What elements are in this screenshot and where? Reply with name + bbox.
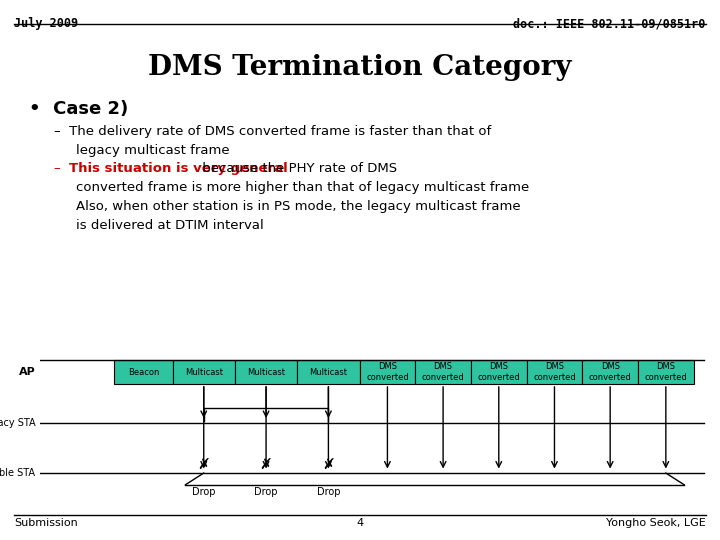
FancyBboxPatch shape bbox=[638, 360, 693, 384]
FancyBboxPatch shape bbox=[471, 360, 526, 384]
Text: 4: 4 bbox=[356, 518, 364, 529]
Text: July 2009: July 2009 bbox=[14, 17, 78, 30]
Text: converted frame is more higher than that of legacy multicast frame: converted frame is more higher than that… bbox=[76, 181, 529, 194]
Text: doc.: IEEE 802.11-09/0851r0: doc.: IEEE 802.11-09/0851r0 bbox=[513, 17, 706, 30]
FancyBboxPatch shape bbox=[526, 360, 582, 384]
Text: DMS
converted: DMS converted bbox=[533, 362, 576, 382]
Text: DMS
converted: DMS converted bbox=[477, 362, 520, 382]
Text: because the PHY rate of DMS: because the PHY rate of DMS bbox=[197, 162, 397, 175]
Text: Drop: Drop bbox=[192, 487, 215, 497]
Text: Legacy STA: Legacy STA bbox=[0, 417, 35, 428]
Text: Multicast: Multicast bbox=[310, 368, 348, 376]
Text: DMS
converted: DMS converted bbox=[366, 362, 409, 382]
FancyBboxPatch shape bbox=[359, 360, 415, 384]
Text: Multicast: Multicast bbox=[185, 368, 222, 376]
FancyBboxPatch shape bbox=[235, 360, 297, 384]
FancyBboxPatch shape bbox=[114, 360, 173, 384]
Text: legacy multicast frame: legacy multicast frame bbox=[76, 144, 229, 157]
Text: DMS capable STA: DMS capable STA bbox=[0, 468, 35, 478]
Text: Drop: Drop bbox=[254, 487, 278, 497]
Text: Submission: Submission bbox=[14, 518, 78, 529]
Text: This situation is very general: This situation is very general bbox=[69, 162, 288, 175]
Text: DMS Termination Category: DMS Termination Category bbox=[148, 54, 572, 81]
Text: Yongho Seok, LGE: Yongho Seok, LGE bbox=[606, 518, 706, 529]
Text: Also, when other station is in PS mode, the legacy multicast frame: Also, when other station is in PS mode, … bbox=[76, 200, 521, 213]
FancyBboxPatch shape bbox=[582, 360, 638, 384]
Text: DMS
converted: DMS converted bbox=[644, 362, 687, 382]
FancyBboxPatch shape bbox=[415, 360, 471, 384]
Text: –  The delivery rate of DMS converted frame is faster than that of: – The delivery rate of DMS converted fra… bbox=[54, 125, 491, 138]
Text: ✗: ✗ bbox=[322, 458, 335, 473]
Text: Drop: Drop bbox=[317, 487, 340, 497]
Text: Multicast: Multicast bbox=[247, 368, 285, 376]
FancyBboxPatch shape bbox=[297, 360, 359, 384]
Text: DMS
converted: DMS converted bbox=[589, 362, 631, 382]
Text: DMS
converted: DMS converted bbox=[422, 362, 464, 382]
Text: AP: AP bbox=[19, 367, 35, 377]
Text: •  Case 2): • Case 2) bbox=[29, 100, 128, 118]
Text: –: – bbox=[54, 162, 69, 175]
Text: ✗: ✗ bbox=[260, 458, 272, 473]
Text: Beacon: Beacon bbox=[128, 368, 159, 376]
Text: ✗: ✗ bbox=[197, 458, 210, 473]
Text: is delivered at DTIM interval: is delivered at DTIM interval bbox=[76, 219, 264, 232]
FancyBboxPatch shape bbox=[173, 360, 235, 384]
